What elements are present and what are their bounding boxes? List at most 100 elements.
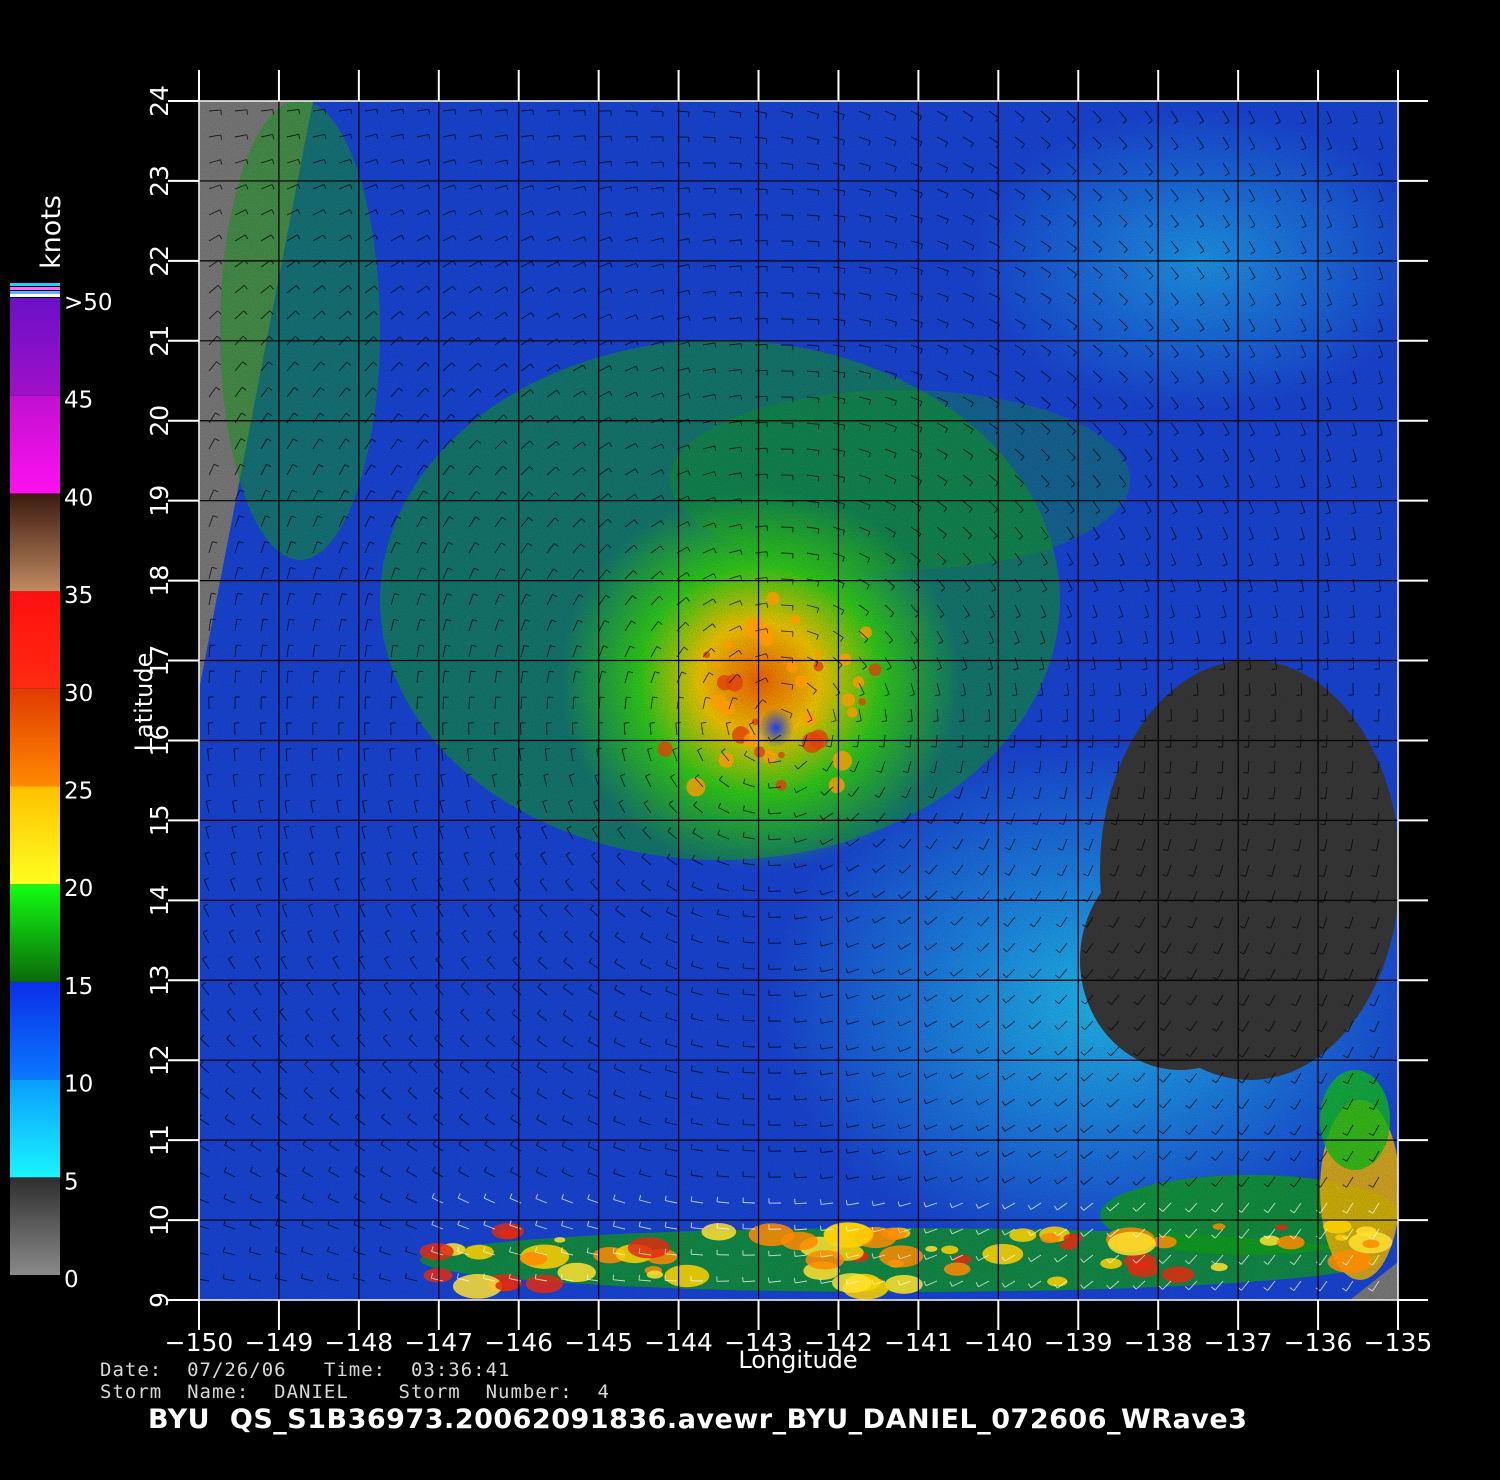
wind-vector-barb [449,490,455,495]
wind-vector [702,290,715,294]
wind-vector-barb [685,597,690,602]
wind-vector-barb [971,271,975,277]
wind-vector [910,318,923,324]
wind-vector [416,209,429,216]
wind-vector-barb [215,412,220,416]
wind-vector-barb [322,234,327,240]
wind-vector [390,108,403,112]
wind-vector [1040,162,1051,171]
wind-vector-barb [610,161,613,167]
wind-vector [1170,370,1179,381]
high-wind-cell [828,777,845,794]
high-wind-cell [1040,1233,1061,1244]
wind-vector [1066,162,1077,172]
wind-vector-barb [398,362,404,367]
wind-vector-barb [920,322,923,328]
wind-vector [1326,474,1332,487]
wind-vector [416,490,424,502]
wind-vector-barb [636,212,639,218]
wind-vector-barb [1123,352,1129,358]
wind-vector-barb [1096,484,1101,488]
wind-vector-barb [1067,589,1073,593]
wind-vector-barb [869,191,872,197]
wind-vector [234,209,246,216]
wind-vector-barb [688,213,691,219]
wind-vector-barb [634,494,639,499]
wind-vector [598,518,609,528]
wind-vector [650,545,661,554]
wind-vector [1326,188,1333,201]
wind-vector-barb [820,1173,822,1179]
wind-vector [728,239,741,242]
wind-vector [1326,500,1331,513]
wind-vector [1092,552,1100,564]
wind-vector-barb [1274,485,1280,489]
wind-vector-barb [1174,224,1179,228]
high-wind-cell [718,752,734,768]
wind-vector [494,286,506,294]
wind-vector-barb [454,134,457,140]
wind-vector [1066,396,1077,406]
wind-vector-barb [946,244,949,250]
wind-vector [390,387,400,398]
wind-vector [1352,214,1358,227]
wind-vector [1248,396,1256,408]
wind-vector [1378,552,1382,565]
wind-vector-barb [531,261,535,267]
wind-vector [468,184,481,190]
wind-vector-barb [688,316,691,322]
wind-vector-barb [1325,486,1331,489]
wind-vector-barb [1247,590,1253,593]
wind-vector [208,361,217,372]
wind-vector [1352,266,1358,279]
wind-vector [806,292,819,295]
wind-vector-barb [1224,485,1229,489]
wind-vector-barb [869,242,872,249]
wind-vector-barb [1273,590,1279,593]
wind-vector-barb [529,414,534,420]
wind-vector-barb [418,670,424,673]
wind-vector-barb [502,465,508,470]
wind-vector-barb [1046,144,1051,149]
wind-vector [1170,422,1179,433]
wind-vector-barb [817,528,820,534]
high-wind-cell [808,716,817,725]
wind-vector [1274,604,1279,617]
wind-vector-barb [1048,299,1052,304]
wind-vector-barb [428,109,431,115]
wind-vector [910,136,923,143]
wind-vector-barb [990,615,996,619]
wind-vector-barb [794,1043,796,1049]
wind-vector [1352,344,1358,357]
wind-vector-barb [397,464,402,469]
wind-vector-barb [479,210,483,216]
wind-vector-barb [1225,354,1230,359]
wind-vector [1118,318,1128,328]
wind-vector [494,210,507,216]
wind-vector [1378,214,1384,227]
wind-vector-barb [1122,119,1128,124]
wind-vector [416,567,422,580]
wind-vector-barb [971,245,975,251]
wind-vector [1352,552,1356,565]
wind-vector-barb [1250,224,1256,229]
wind-vector-barb [293,387,299,391]
wind-vector [442,465,451,476]
wind-vector-barb [320,361,325,366]
wind-vector-barb [1351,486,1357,489]
wind-vector-barb [1174,406,1179,410]
wind-vector-barb [217,310,222,315]
wind-vector [962,474,973,483]
wind-vector-barb [245,184,249,190]
wind-vector [1014,266,1026,274]
wind-vector-barb [608,493,612,498]
wind-vector-barb [944,428,948,434]
wind-vector [1274,292,1281,304]
wind-vector [1170,552,1177,565]
wind-vector [858,370,871,375]
wind-vector-barb [1225,302,1230,307]
wind-vector-barb [688,367,691,373]
wind-vector-barb [321,310,326,315]
wind-vector-barb [217,285,222,290]
wind-vector-barb [1223,511,1229,515]
